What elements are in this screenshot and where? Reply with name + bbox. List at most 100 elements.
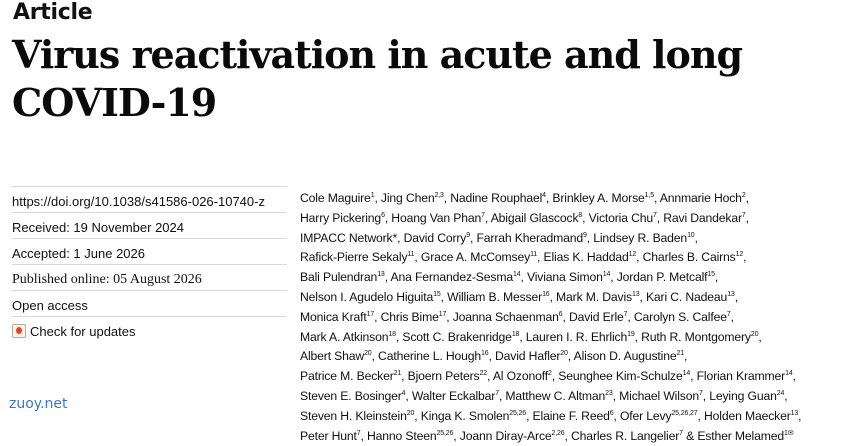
author-name[interactable]: David Corry — [403, 230, 467, 245]
author-affiliation: 9 — [466, 231, 470, 239]
author-name[interactable]: Steven H. Kleinstein — [300, 408, 407, 423]
author-affiliation: 4 — [401, 389, 406, 397]
author-affiliation: 15 — [707, 271, 715, 279]
author-affiliation: 25,26 — [436, 429, 454, 437]
article-title: Virus reactivation in acute and long COV… — [12, 32, 743, 125]
check-for-updates-label: Check for updates — [30, 324, 136, 339]
author-affiliation: 20 — [750, 330, 759, 338]
author-affiliation: 21 — [676, 350, 684, 358]
author-affiliation: 23 — [605, 389, 613, 397]
author-name[interactable]: Annmarie Hoch — [659, 191, 742, 205]
author-name[interactable]: David Hafler — [495, 349, 561, 364]
author-name[interactable]: Cole Maguire — [300, 191, 371, 205]
author-affiliation: 25,26,27 — [671, 409, 698, 417]
author-name[interactable]: Ofer Levy — [619, 408, 672, 423]
author-affiliation: 13 — [790, 409, 799, 417]
author-name[interactable]: Carolyn S. Calfee — [633, 309, 727, 324]
author-name[interactable]: Bjoern Peters — [407, 369, 480, 384]
author-affiliation: 11 — [407, 251, 415, 259]
author-name[interactable]: Monica Kraft — [300, 309, 367, 324]
author-name[interactable]: David Erle — [568, 309, 624, 324]
author-name[interactable]: Lindsey R. Baden — [593, 230, 688, 245]
author-name[interactable]: Grace A. McComsey — [420, 250, 531, 265]
author-name[interactable]: William B. Messer — [447, 289, 543, 304]
author-affiliation: 9 — [583, 231, 587, 239]
author-name[interactable]: Elias K. Haddad — [543, 250, 629, 265]
author-affiliation: 22 — [479, 370, 488, 378]
author-affiliation: 18 — [388, 330, 396, 338]
published-date: Published online: 05 August 2026 — [12, 265, 287, 291]
author-name[interactable]: Viviana Simon — [526, 270, 603, 285]
author-affiliation: 12 — [628, 251, 637, 259]
author-affiliation: 7 — [481, 211, 485, 219]
author-name[interactable]: Seunghee Kim-Schulze — [558, 369, 683, 384]
author-name[interactable]: Lauren I. R. Ehrlich — [525, 329, 628, 344]
author-name[interactable]: Albert Shaw — [300, 349, 365, 364]
author-affiliation: 17 — [366, 310, 375, 318]
author-affiliation: 4 — [542, 192, 546, 199]
author-name[interactable]: Holden Maecker — [703, 408, 791, 423]
author-affiliation: 2 — [741, 192, 746, 199]
received-date: Received: 19 November 2024 — [12, 213, 287, 239]
author-name[interactable]: Charles R. Langelier — [571, 428, 680, 443]
author-name[interactable]: Kinga K. Smolen — [420, 408, 510, 423]
author-affiliation: 6 — [558, 310, 563, 318]
author-name[interactable]: Chris Bime — [380, 309, 439, 324]
author-affiliation: 21 — [393, 370, 402, 378]
author-affiliation: 2,26 — [551, 429, 565, 437]
author-name[interactable]: Al Ozonoff — [492, 369, 548, 384]
author-name[interactable]: Esther Melamed — [697, 428, 784, 443]
author-affiliation: 18 — [511, 330, 520, 338]
author-affiliation: 12 — [735, 251, 744, 259]
author-affiliation: 2,3 — [434, 192, 444, 199]
author-name[interactable]: Jing Chen — [380, 191, 435, 205]
author-name[interactable]: Victoria Chu — [588, 210, 654, 225]
author-name[interactable]: Rafick-Pierre Sekaly — [300, 250, 408, 265]
author-affiliation: 7 — [495, 389, 499, 397]
author-name[interactable]: Joann Diray-Arce — [459, 428, 552, 443]
author-name[interactable]: Florian Krammer — [696, 369, 786, 384]
open-access-label: Open access — [12, 291, 287, 317]
author-name[interactable]: Jordan P. Metcalf — [616, 270, 708, 285]
author-affiliation: 14 — [512, 271, 521, 279]
author-name[interactable]: Harry Pickering — [300, 210, 382, 225]
author-name[interactable]: Hoang Van Phan — [391, 210, 482, 225]
author-affiliation: 1,5 — [644, 192, 654, 199]
author-name[interactable]: Nelson I. Agudelo Higuita — [300, 289, 434, 304]
author-name[interactable]: Nadine Rouphael — [450, 191, 543, 205]
author-name[interactable]: Brinkley A. Morse — [552, 191, 645, 205]
author-name[interactable]: Ana Fernandez-Sesma — [390, 270, 514, 285]
author-affiliation: 13 — [631, 290, 640, 298]
author-affiliation: 2 — [548, 370, 552, 378]
author-name[interactable]: Hanno Steen — [367, 428, 437, 443]
author-name[interactable]: Walter Eckalbar — [411, 388, 496, 403]
author-name[interactable]: Kari C. Nadeau — [645, 289, 728, 304]
author-name[interactable]: Patrice M. Becker — [300, 369, 394, 384]
author-name[interactable]: Michael Wilson — [619, 388, 699, 403]
author-name[interactable]: Bali Pulendran — [300, 270, 378, 285]
author-name[interactable]: Alison D. Augustine — [573, 349, 677, 364]
author-name[interactable]: Farrah Kheradmand — [476, 230, 584, 245]
author-name[interactable]: Catherine L. Hough — [378, 349, 482, 364]
author-name[interactable]: Abigail Glascock — [490, 210, 579, 225]
doi-link[interactable]: https://doi.org/10.1038/s41586-026-10740… — [12, 186, 287, 213]
author-name[interactable]: Mark M. Davis — [556, 289, 632, 304]
author-affiliation: 14 — [602, 271, 611, 279]
author-name[interactable]: IMPACC Network* — [300, 230, 398, 245]
author-name[interactable]: Steven E. Bosinger — [300, 388, 402, 403]
author-name[interactable]: Joanna Schaenman — [452, 309, 559, 324]
author-name[interactable]: Ruth R. Montgomery — [641, 329, 751, 344]
author-name[interactable]: Leying Guan — [709, 388, 777, 403]
author-name[interactable]: Elaine F. Reed — [532, 408, 610, 423]
author-name[interactable]: Charles B. Cairns — [642, 250, 736, 265]
author-affiliation: 17 — [438, 310, 447, 318]
author-name[interactable]: Mark A. Atkinson — [300, 329, 389, 344]
author-affiliation: 13 — [377, 271, 385, 279]
author-list: Cole Maguire1, Jing Chen2,3, Nadine Roup… — [300, 191, 802, 443]
author-name[interactable]: Matthew C. Altman — [505, 388, 606, 403]
author-affiliation: 15 — [433, 290, 441, 298]
author-name[interactable]: Peter Hunt — [300, 428, 357, 443]
check-for-updates-button[interactable]: Check for updates — [12, 317, 287, 343]
author-name[interactable]: Ravi Dandekar — [663, 210, 742, 225]
author-name[interactable]: Scott C. Brakenridge — [402, 329, 512, 344]
